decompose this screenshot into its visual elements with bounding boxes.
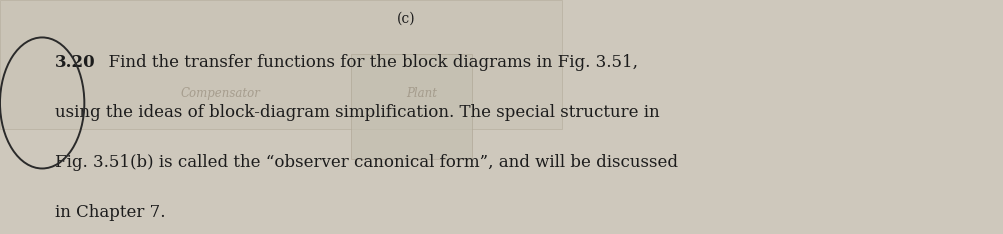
Text: Fig. 3.51(b) is called the “observer canonical form”, and will be discussed: Fig. 3.51(b) is called the “observer can… [55, 154, 678, 171]
FancyBboxPatch shape [351, 54, 471, 159]
Text: 3.20: 3.20 [55, 54, 95, 70]
FancyBboxPatch shape [0, 0, 562, 129]
Text: Find the transfer functions for the block diagrams in Fig. 3.51,: Find the transfer functions for the bloc… [98, 54, 638, 70]
Text: (c): (c) [397, 12, 415, 26]
Text: using the ideas of block-diagram simplification. The special structure in: using the ideas of block-diagram simplif… [55, 104, 659, 121]
Text: Plant: Plant [406, 87, 436, 100]
Text: in Chapter 7.: in Chapter 7. [55, 205, 165, 221]
Text: Compensator: Compensator [181, 87, 261, 100]
